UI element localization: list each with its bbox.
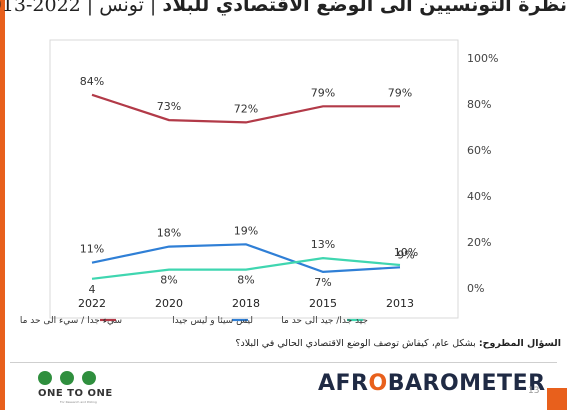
data-label: 18% bbox=[157, 227, 181, 240]
x-tick-label: 2020 bbox=[155, 297, 183, 310]
series-line-1 bbox=[91, 93, 400, 124]
legend-label: جيد جدا/ جيد الى حد ما bbox=[281, 316, 368, 326]
data-label: 4 bbox=[89, 283, 96, 296]
page-title: نظرة التونسيين الى الوضع الاقتصادي للبلا… bbox=[0, 0, 567, 16]
question-text: بشكل عام، كيفاش توصف الوضع الاقتصادي الح… bbox=[235, 338, 476, 349]
survey-question: السؤال المطروح: بشكل عام، كيفاش توصف الو… bbox=[235, 338, 561, 349]
legend-label: ليس سيئا و ليس جيدا bbox=[172, 316, 253, 326]
data-label: 11% bbox=[80, 243, 104, 256]
data-label: 19% bbox=[234, 224, 258, 237]
data-label: 79% bbox=[311, 86, 335, 99]
left-accent-bar bbox=[0, 0, 5, 410]
title-main: نظرة التونسيين الى الوضع الاقتصادي للبلا… bbox=[162, 0, 567, 16]
title-separator-2: | bbox=[86, 0, 94, 16]
x-tick-label: 2018 bbox=[232, 297, 260, 310]
data-label: 13% bbox=[311, 238, 335, 251]
y-tick-label: 60% bbox=[467, 144, 491, 157]
series-line-3 bbox=[91, 256, 401, 280]
data-label: 10% bbox=[394, 246, 418, 259]
line-chart: 0% 20% 40% 60% 80% 100% 2022 2020 2018 2015 2013 84… bbox=[20, 39, 498, 326]
chart-frame bbox=[49, 39, 459, 319]
data-label: 9% bbox=[397, 248, 414, 261]
data-label: 72% bbox=[234, 102, 258, 115]
one-to-one-logo-sub: For Research and Polling bbox=[60, 400, 97, 404]
footer-divider bbox=[10, 362, 557, 363]
data-label: 79% bbox=[388, 86, 412, 99]
y-tick-label: 20% bbox=[467, 236, 491, 249]
title-country: تونس bbox=[99, 0, 144, 16]
one-to-one-dots-icon bbox=[38, 370, 104, 389]
page-number: 13 bbox=[528, 386, 540, 396]
y-tick-label: 100% bbox=[467, 52, 498, 65]
data-label: 73% bbox=[157, 100, 181, 113]
data-label: 8% bbox=[237, 274, 254, 287]
corner-accent bbox=[547, 388, 567, 410]
y-tick-label: 80% bbox=[467, 98, 491, 111]
data-label: 7% bbox=[314, 276, 331, 289]
data-label: 8% bbox=[160, 274, 177, 287]
question-label: السؤال المطروح: bbox=[478, 338, 561, 349]
x-tick-label: 2013 bbox=[386, 297, 414, 310]
afrobarometer-logo: AFROBAROMETER bbox=[318, 371, 546, 396]
data-label: 84% bbox=[80, 75, 104, 88]
series-line-2 bbox=[91, 243, 401, 274]
legend-label: سيء جدا / سيء الى حد ما bbox=[20, 316, 122, 326]
title-years: 2022-2013 bbox=[0, 0, 81, 16]
x-tick-label: 2022 bbox=[78, 297, 106, 310]
title-separator: | bbox=[149, 0, 157, 16]
y-tick-label: 40% bbox=[467, 190, 491, 203]
x-tick-label: 2015 bbox=[309, 297, 337, 310]
y-tick-label: 0% bbox=[467, 282, 484, 295]
one-to-one-logo: ONE TO ONE bbox=[38, 388, 113, 399]
